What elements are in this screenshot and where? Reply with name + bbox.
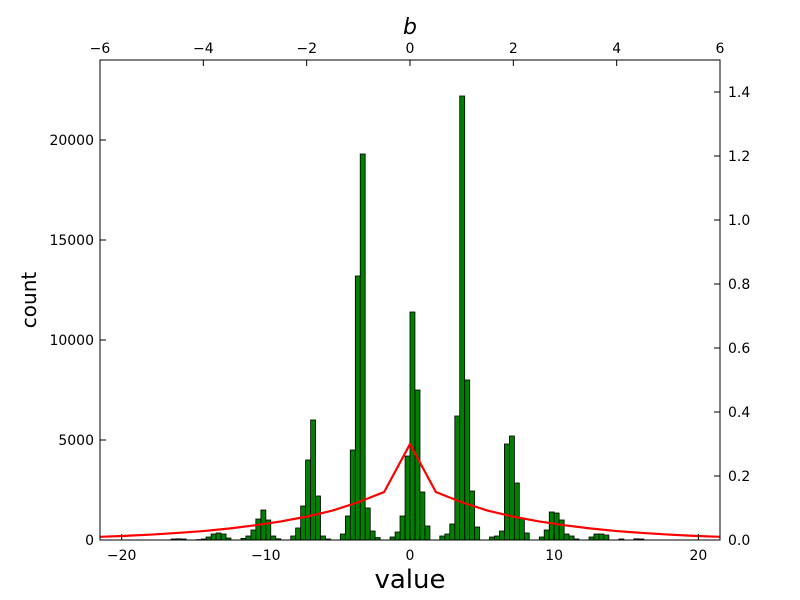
x-tick-label: 20: [689, 548, 707, 564]
top-tick-label: 6: [716, 41, 725, 57]
top-tick-label: 2: [509, 41, 518, 57]
histogram-bar: [315, 495, 321, 541]
histogram-bar: [290, 535, 297, 541]
y-tick-label: 15000: [49, 233, 94, 249]
top-axis-label: b: [403, 15, 417, 40]
histogram-bars: [170, 95, 645, 541]
histogram-bar: [250, 529, 257, 541]
x-axis-label: value: [374, 565, 445, 595]
histogram-bar: [369, 530, 376, 541]
histogram-bar: [469, 490, 476, 541]
histogram-bar: [513, 482, 520, 541]
histogram-bar: [543, 529, 550, 541]
histogram-bar: [404, 455, 411, 541]
top-tick-label: −6: [90, 41, 111, 57]
histogram-bar: [464, 379, 471, 541]
histogram-bar: [548, 511, 555, 541]
histogram-bar: [245, 535, 252, 541]
histogram-bar: [449, 523, 456, 541]
y-tick-label: 20000: [49, 133, 94, 149]
histogram-bar: [523, 532, 530, 541]
histogram-bar: [454, 415, 461, 541]
histogram-bar: [419, 491, 426, 541]
histogram-bar: [409, 311, 416, 541]
x-tick-label: 10: [545, 548, 563, 564]
histogram-bar: [310, 419, 316, 541]
top-tick-label: 4: [612, 41, 621, 57]
histogram-bar: [359, 153, 366, 541]
tick-labels: −20 −10 0 10 20050001000015000200000.00.20.4…: [49, 41, 750, 564]
histogram-bar: [210, 533, 217, 541]
histogram-bar: [349, 449, 356, 541]
y-tick-label: 0: [85, 533, 94, 549]
histogram-bar: [499, 530, 505, 541]
y-axis-label: count: [17, 272, 41, 329]
histogram-bar: [459, 95, 466, 541]
histogram-bar: [344, 515, 351, 541]
y2-tick-label: 1.4: [728, 85, 750, 101]
histogram-bar: [424, 525, 431, 541]
histogram-bar: [364, 507, 371, 541]
density-curve: [99, 442, 721, 538]
y2-tick-label: 0.2: [728, 469, 750, 485]
y-tick-label: 10000: [49, 333, 94, 349]
histogram-bar: [494, 535, 500, 541]
histogram-bar: [509, 435, 515, 541]
x-tick-label: −10: [251, 548, 281, 564]
histogram-bar: [558, 519, 565, 541]
y-tick-label: 5000: [58, 433, 94, 449]
histogram-bar: [474, 526, 481, 541]
histogram-bar: [305, 459, 311, 541]
histogram-bar: [320, 535, 326, 541]
histogram-bar: [354, 275, 361, 541]
histogram-bar: [394, 531, 401, 541]
histogram-bar: [598, 533, 605, 541]
histogram-bar: [399, 515, 406, 541]
x-tick-label: −20: [107, 548, 137, 564]
top-tick-label: −4: [193, 41, 214, 57]
y2-tick-label: 0.4: [728, 405, 750, 421]
histogram-bar: [300, 505, 307, 541]
histogram-bar: [504, 443, 510, 541]
y2-tick-label: 1.0: [728, 213, 750, 229]
top-tick-label: −2: [296, 41, 317, 57]
histogram-bar: [220, 533, 227, 541]
curve-layer: [99, 442, 721, 538]
histogram-bar: [603, 534, 610, 541]
histogram-bar: [255, 518, 262, 541]
histogram-bar: [563, 533, 570, 541]
y2-tick-label: 0.8: [728, 277, 750, 293]
y2-tick-label: 0.0: [728, 533, 750, 549]
histogram-bar: [414, 389, 421, 541]
histogram-bar: [593, 533, 600, 541]
histogram-bar: [339, 533, 346, 541]
y2-tick-label: 1.2: [728, 149, 750, 165]
tick-marks: [99, 60, 721, 541]
histogram-bar: [553, 512, 560, 541]
histogram-bar: [439, 535, 446, 541]
histogram-bar: [519, 517, 525, 541]
histogram-bar: [215, 532, 222, 541]
y2-tick-label: 0.6: [728, 341, 750, 357]
histogram-bar: [295, 527, 301, 541]
top-tick-label: 0: [406, 41, 415, 57]
x-tick-label: 0: [406, 548, 415, 564]
histogram-bar: [270, 535, 277, 541]
histogram-bar: [568, 535, 575, 541]
histogram-bar: [444, 533, 451, 541]
